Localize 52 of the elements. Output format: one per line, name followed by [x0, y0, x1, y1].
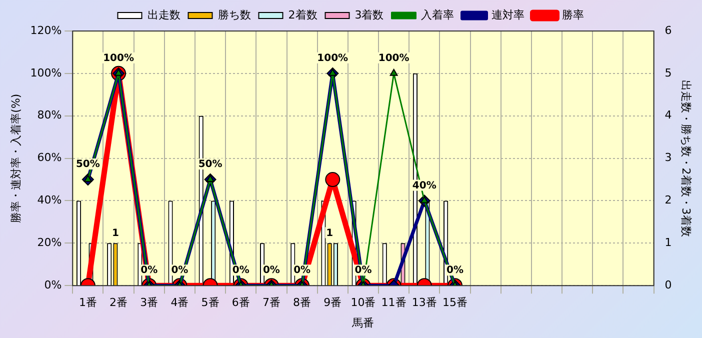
x-axis-title: 馬番: [351, 316, 374, 330]
x-tick-label: 6番: [232, 296, 250, 310]
x-tick-label: 8番: [293, 296, 312, 310]
y-axis-title: 勝率・連対率・入着率(%): [9, 94, 22, 223]
y2-tick-label: 4: [664, 108, 672, 122]
x-tick-label: 1番: [78, 296, 97, 310]
data-label: 0%: [262, 265, 280, 276]
data-label: 0%: [171, 265, 188, 276]
data-label: 1: [112, 228, 119, 239]
legend-label: 入着率: [421, 8, 454, 22]
y-tick-label: 0%: [44, 278, 62, 292]
y2-tick-label: 6: [664, 24, 672, 37]
x-tick-label: 13番: [412, 296, 437, 310]
x-tick-label: 2番: [110, 296, 128, 310]
data-label: 50%: [76, 159, 100, 170]
legend-label: 出走数: [147, 8, 180, 22]
y-tick-label: 40%: [37, 194, 62, 207]
data-label: 50%: [198, 159, 222, 170]
y2-axis-title: 出走数・勝ち数・2着数・3着数: [680, 80, 693, 237]
legend-label: 2着数: [288, 8, 318, 22]
x-tick-label: 3番: [140, 296, 158, 310]
data-label: 0%: [140, 265, 158, 276]
data-label: 1: [326, 228, 334, 239]
y-tick-label: 80%: [37, 108, 62, 122]
y2-tick-label: 3: [664, 151, 672, 164]
y-tick-label: 20%: [37, 236, 62, 250]
x-tick-label: 9番: [324, 296, 342, 310]
x-tick-label: 4番: [170, 296, 189, 310]
legend-label: 連対率: [492, 8, 525, 22]
data-label: 0%: [354, 265, 372, 276]
y2-tick-label: 0: [664, 278, 672, 292]
x-tick-label: 11番: [381, 296, 406, 310]
y2-tick-label: 1: [664, 236, 672, 250]
legend-label: 3着数: [354, 8, 384, 22]
legend-label: 勝率: [562, 8, 584, 22]
x-tick-label: 5番: [201, 296, 220, 310]
x-tick-label: 7番: [262, 296, 280, 310]
legend-label: 勝ち数: [218, 8, 251, 22]
y2-tick-label: 2: [664, 194, 672, 207]
data-label: 0%: [446, 265, 464, 276]
y-tick-label: 60%: [37, 151, 62, 164]
x-tick-label: 15番: [442, 296, 468, 310]
data-label: 0%: [294, 265, 311, 276]
y-tick-label: 100%: [30, 66, 62, 80]
y2-tick-label: 5: [664, 66, 672, 80]
data-label: 0%: [232, 265, 250, 276]
data-label: 100%: [103, 53, 134, 64]
x-tick-label: 10番: [350, 296, 376, 310]
data-label: 100%: [378, 53, 410, 64]
data-label: 100%: [317, 53, 348, 64]
data-label: 40%: [412, 180, 436, 192]
y-tick-label: 120%: [30, 24, 62, 37]
